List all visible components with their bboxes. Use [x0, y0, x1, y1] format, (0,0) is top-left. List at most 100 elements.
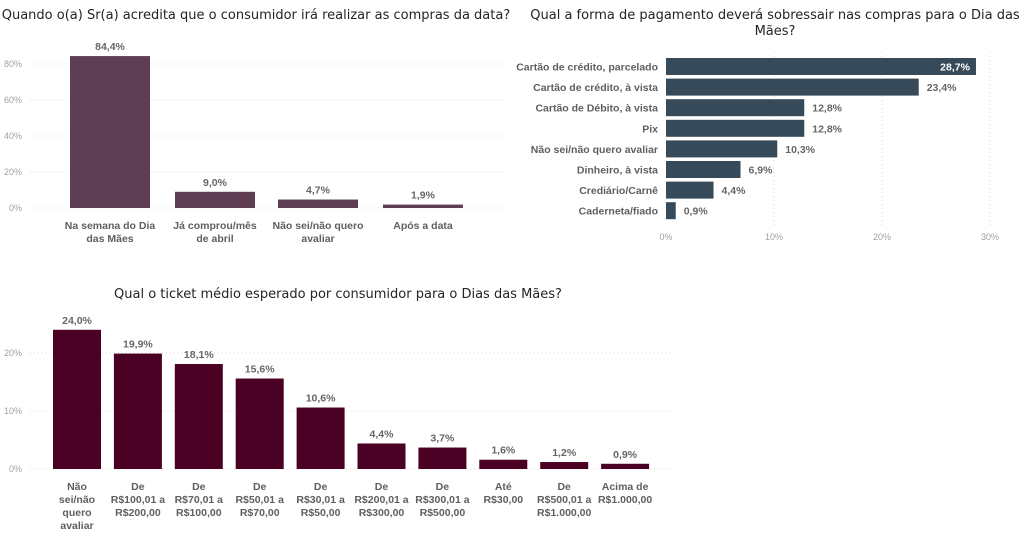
- chart-payment: 0% 10% 20% 30% Cartão de crédito, parcelado 2…: [516, 52, 999, 242]
- category-label: de abril: [196, 233, 233, 245]
- y-tick-label: 40%: [4, 131, 22, 141]
- bar: [666, 181, 714, 199]
- category-label: R$200,00: [115, 507, 161, 519]
- y-tick-label: 80%: [4, 59, 22, 69]
- data-label: 84,4%: [95, 41, 125, 53]
- x-tick-label: 20%: [873, 232, 891, 242]
- category-label: sei/não: [59, 494, 95, 506]
- data-label: 1,2%: [552, 447, 577, 459]
- category-label: De: [557, 481, 571, 493]
- y-tick-label: 20%: [4, 167, 22, 177]
- category-label: Na semana do Dia: [65, 220, 156, 232]
- y-tick-label: 10%: [4, 406, 22, 416]
- data-label: 12,8%: [812, 123, 842, 135]
- data-label: 1,9%: [411, 190, 436, 202]
- y-tick-label: 60%: [4, 95, 22, 105]
- data-label: 15,6%: [245, 364, 275, 376]
- bar: [53, 329, 101, 469]
- data-label: 28,7%: [940, 62, 970, 74]
- data-label: 10,3%: [785, 144, 815, 156]
- data-label: 0,9%: [684, 206, 709, 218]
- data-label: 0,9%: [613, 449, 638, 461]
- category-label: Não: [67, 481, 87, 493]
- bar: [666, 58, 976, 75]
- category-label: quero: [62, 507, 91, 519]
- bar: [70, 56, 150, 208]
- category-label: das Mães: [86, 233, 133, 245]
- chart-title-payment-line1: Qual a forma de pagamento deverá sobress…: [530, 8, 1020, 23]
- category-label: De: [131, 481, 145, 493]
- category-label: Cartão de crédito, à vista: [533, 82, 658, 94]
- category-label: R$100,01 a: [111, 494, 165, 506]
- category-label: Pix: [642, 123, 658, 135]
- category-label: De: [375, 481, 389, 493]
- y-tick-label: 20%: [4, 348, 22, 358]
- x-tick-label: 30%: [981, 232, 999, 242]
- category-label: R$500,00: [420, 507, 466, 519]
- x-tick-label: 10%: [765, 232, 783, 242]
- category-label: R$1.000,00: [598, 494, 652, 506]
- category-label: Já comprou/mês: [173, 220, 257, 232]
- category-label: R$500,01 a: [537, 494, 591, 506]
- category-label: R$100,00: [176, 507, 222, 519]
- bar: [601, 463, 650, 469]
- category-label: De: [436, 481, 450, 493]
- bar: [666, 140, 778, 158]
- category-label: R$50,01 a: [235, 494, 284, 506]
- category-label: Caderneta/fiado: [579, 206, 658, 218]
- bar: [235, 378, 284, 469]
- category-label: De: [314, 481, 328, 493]
- data-label: 19,9%: [123, 339, 153, 351]
- chart-title-payment-line2: Mães?: [754, 24, 796, 39]
- category-label: R$30,01 a: [296, 494, 345, 506]
- category-label: Não sei/não quero avaliar: [531, 144, 658, 156]
- y-tick-label: 0%: [9, 203, 22, 213]
- chart-title-payment: Qual a forma de pagamento deverá sobress…: [530, 8, 1020, 40]
- data-label: 4,7%: [306, 185, 331, 197]
- bar: [113, 353, 162, 469]
- data-label: 24,0%: [62, 315, 92, 327]
- category-label: Crediário/Carnê: [579, 185, 658, 197]
- bar: [278, 199, 358, 208]
- category-label: De: [253, 481, 267, 493]
- data-label: 18,1%: [184, 349, 214, 361]
- category-label: Cartão de crédito, parcelado: [516, 62, 658, 74]
- x-tick-label: 0%: [659, 232, 672, 242]
- bar: [540, 462, 589, 469]
- data-label: 9,0%: [203, 177, 228, 189]
- bar: [479, 459, 528, 469]
- category-label: R$70,01 a: [175, 494, 224, 506]
- category-label: Até: [495, 481, 512, 493]
- chart-title-timing: Quando o(a) Sr(a) acredita que o consumi…: [1, 8, 511, 23]
- category-label: Acima de: [602, 481, 649, 493]
- data-label: 10,6%: [306, 393, 336, 405]
- category-label: R$70,00: [240, 507, 280, 519]
- category-label: R$1.000,00: [537, 507, 591, 519]
- category-label: De: [192, 481, 206, 493]
- category-label: Dinheiro, à vista: [577, 165, 658, 177]
- bar: [666, 99, 805, 117]
- data-label: 4,4%: [722, 185, 747, 197]
- bar: [666, 78, 919, 96]
- category-label: R$50,00: [301, 507, 341, 519]
- bar: [418, 447, 467, 469]
- chart-title-ticket: Qual o ticket médio esperado por consumi…: [114, 287, 562, 302]
- bar: [666, 161, 741, 178]
- category-label: avaliar: [60, 520, 93, 532]
- category-label: R$200,01 a: [354, 494, 408, 506]
- bar: [175, 191, 255, 208]
- category-label: avaliar: [301, 233, 334, 245]
- data-label: 1,6%: [491, 445, 516, 457]
- category-label: Cartão de Débito, à vista: [535, 103, 658, 115]
- data-label: 12,8%: [812, 103, 842, 115]
- bar: [357, 443, 406, 469]
- category-label: Após a data: [393, 220, 453, 232]
- bar: [296, 407, 345, 469]
- bar: [666, 202, 676, 220]
- bar: [666, 119, 805, 137]
- data-label: 23,4%: [927, 82, 957, 94]
- y-tick-label: 0%: [9, 464, 22, 474]
